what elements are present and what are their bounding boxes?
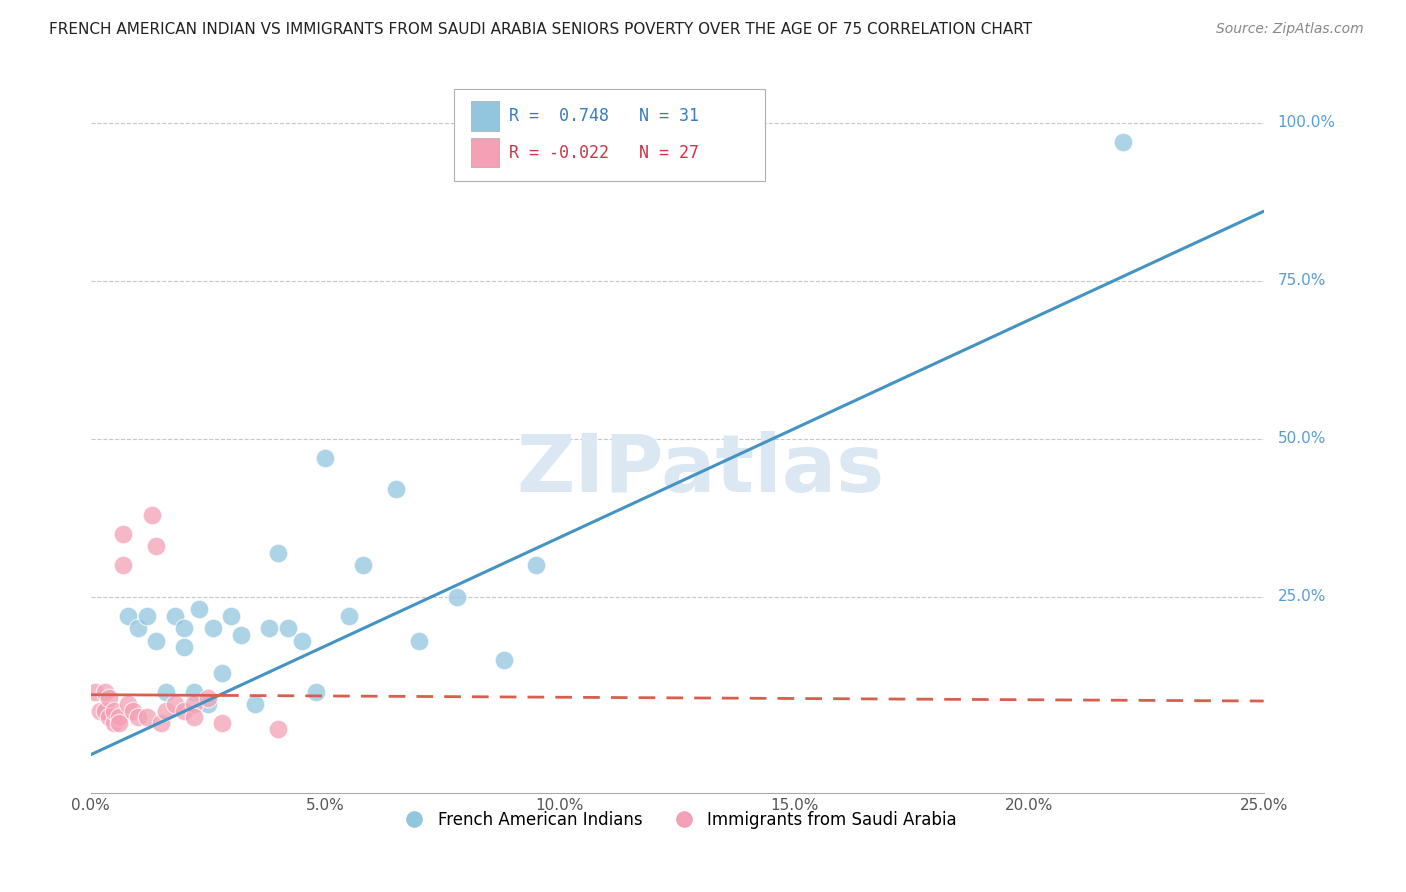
Point <box>93 684 115 698</box>
Point <box>93 704 115 718</box>
Point <box>221 608 243 623</box>
Point <box>155 704 177 718</box>
Point <box>183 697 205 711</box>
Point <box>165 697 187 711</box>
Point <box>117 697 139 711</box>
Point <box>267 723 290 737</box>
FancyBboxPatch shape <box>471 138 499 168</box>
Text: R = -0.022   N = 27: R = -0.022 N = 27 <box>509 144 699 161</box>
Text: 25.0%: 25.0% <box>1278 590 1326 604</box>
Point <box>201 621 224 635</box>
Legend: French American Indians, Immigrants from Saudi Arabia: French American Indians, Immigrants from… <box>391 805 963 836</box>
Point <box>524 558 547 573</box>
Point <box>107 710 129 724</box>
Point <box>103 716 125 731</box>
Point <box>127 710 149 724</box>
Point <box>267 545 290 559</box>
FancyBboxPatch shape <box>454 89 765 180</box>
Text: FRENCH AMERICAN INDIAN VS IMMIGRANTS FROM SAUDI ARABIA SENIORS POVERTY OVER THE : FRENCH AMERICAN INDIAN VS IMMIGRANTS FRO… <box>49 22 1032 37</box>
Point <box>150 716 173 731</box>
Point <box>112 526 135 541</box>
Point <box>127 621 149 635</box>
Point <box>187 602 209 616</box>
Point <box>93 704 115 718</box>
Point <box>352 558 374 573</box>
Point <box>121 704 143 718</box>
Text: Source: ZipAtlas.com: Source: ZipAtlas.com <box>1216 22 1364 37</box>
Point <box>173 640 195 655</box>
FancyBboxPatch shape <box>471 102 499 131</box>
Point <box>408 634 430 648</box>
Point <box>98 710 121 724</box>
Point <box>135 710 157 724</box>
Text: ZIPatlas: ZIPatlas <box>516 431 884 509</box>
Point <box>103 704 125 718</box>
Point <box>197 697 219 711</box>
Text: 50.0%: 50.0% <box>1278 431 1326 446</box>
Point <box>229 628 252 642</box>
Text: R =  0.748   N = 31: R = 0.748 N = 31 <box>509 107 699 125</box>
Point <box>1112 135 1135 149</box>
Point <box>257 621 280 635</box>
Point <box>135 608 157 623</box>
Point <box>211 665 233 680</box>
Point <box>314 450 336 465</box>
Point <box>384 483 406 497</box>
Point <box>183 710 205 724</box>
Point <box>337 608 360 623</box>
Point <box>98 690 121 705</box>
Point <box>112 558 135 573</box>
Point <box>117 608 139 623</box>
Point <box>277 621 299 635</box>
Point <box>145 539 167 553</box>
Point <box>107 716 129 731</box>
Point <box>446 590 468 604</box>
Point <box>173 621 195 635</box>
Point <box>145 634 167 648</box>
Point <box>141 508 163 522</box>
Text: 100.0%: 100.0% <box>1278 115 1336 130</box>
Point <box>211 716 233 731</box>
Text: 75.0%: 75.0% <box>1278 273 1326 288</box>
Point <box>183 684 205 698</box>
Point <box>89 704 111 718</box>
Point <box>84 684 107 698</box>
Point <box>305 684 328 698</box>
Point <box>243 697 266 711</box>
Point <box>197 690 219 705</box>
Point <box>155 684 177 698</box>
Point <box>173 704 195 718</box>
Point <box>492 653 515 667</box>
Point <box>165 608 187 623</box>
Point <box>291 634 314 648</box>
